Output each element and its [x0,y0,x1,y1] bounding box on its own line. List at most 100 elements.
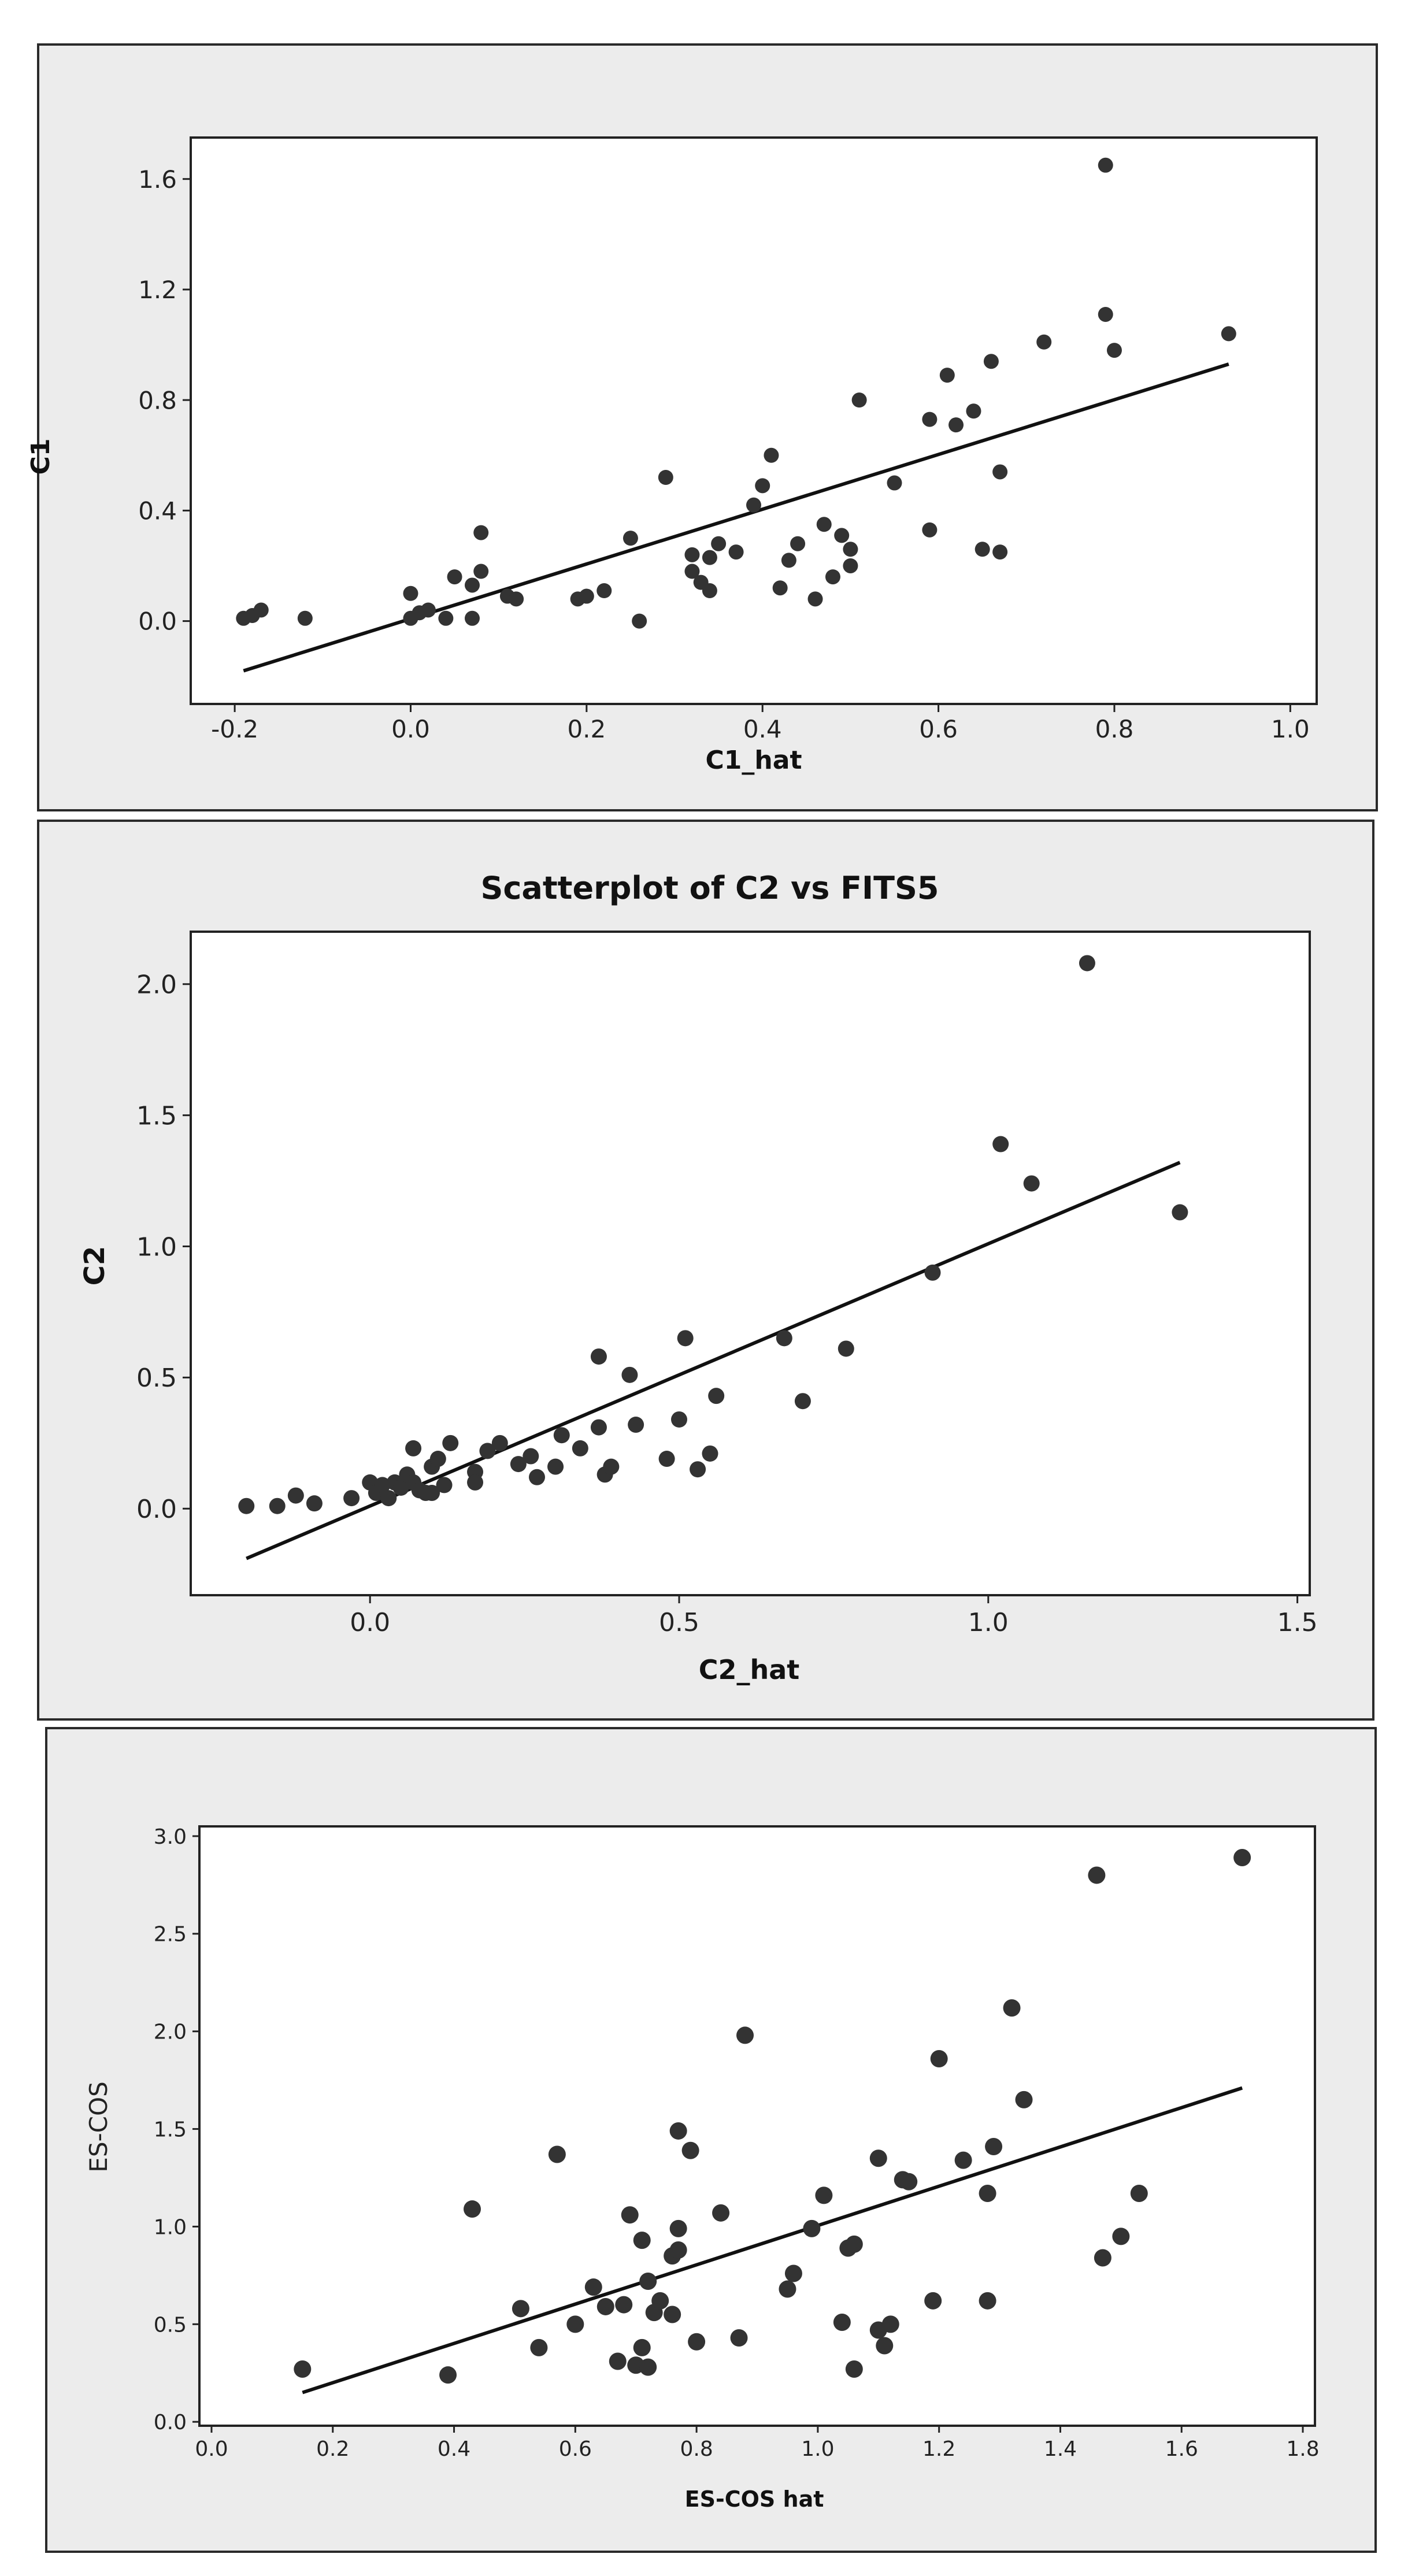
chart-1-point-21 [658,470,673,485]
chart-1-point-36 [816,517,832,532]
chart-1-point-25 [702,583,717,598]
chart-2: Scatterplot of C2 vs FITS5 0.0 0.5 1.0 1.5 … [37,820,1374,1721]
chart-2-point-27 [528,1469,545,1485]
chart-3-point-51 [1088,1866,1106,1884]
chart-3-x-tick-label-4: 0.8 [680,2437,713,2461]
chart-2-point-38 [670,1411,687,1428]
chart-1-point-52 [1036,334,1052,350]
chart-2-point-3 [306,1495,323,1512]
chart-2-point-24 [491,1435,508,1451]
chart-3-y-tick-label-5: 2.5 [154,1923,187,1947]
chart-2-point-45 [838,1340,854,1357]
chart-3-y-ticks: 0.0 0.5 1.0 1.5 2.0 2.5 3.0 [154,1825,199,2434]
chart-1-point-39 [843,542,858,557]
chart-1-point-29 [746,497,761,513]
chart-3-x-tick-label-3: 0.6 [559,2437,592,2461]
chart-2-point-49 [1079,955,1095,972]
chart-2-y-tick-label-1: 0.5 [136,1363,177,1393]
chart-1-point-11 [465,610,480,626]
chart-2-point-20 [442,1435,459,1451]
chart-3-x-tick-label-6: 1.2 [922,2437,955,2461]
chart-3-plot-area [198,1825,1316,2427]
chart-1-x-tick-label-0: -0.2 [211,715,258,743]
chart-3-point-30 [784,2264,802,2282]
chart-2-y-tick-label-3: 1.5 [136,1101,177,1131]
chart-3-point-29 [779,2280,796,2298]
chart-3-point-0 [294,2360,312,2378]
chart-1-point-17 [579,588,594,604]
chart-3-point-8 [596,2297,614,2315]
chart-1-point-18 [596,583,612,598]
chart-1-point-13 [473,525,489,540]
chart-2-x-tick-label-3: 1.5 [1277,1608,1318,1637]
chart-3-point-42 [900,2173,918,2190]
chart-3-fit-line [302,2086,1243,2395]
chart-3-x-tick-label-0: 0.0 [195,2437,228,2461]
chart-2-x-ticks: 0.0 0.5 1.0 1.5 [350,1595,1318,1637]
chart-2-point-17 [424,1485,440,1502]
chart-1-y-tick-label-1: 0.4 [138,496,177,525]
chart-3-y-axis-label: ES-COS [84,2081,113,2172]
chart-3-y-tick-label-3: 1.5 [154,2118,187,2142]
chart-3-point-47 [979,2292,996,2310]
chart-3-y-tick-label-6: 3.0 [154,1825,187,1849]
chart-3-point-2 [464,2200,481,2218]
chart-2-point-41 [702,1445,718,1462]
chart-2-y-tick-label-4: 2.0 [136,970,177,1000]
chart-1-point-9 [447,569,462,585]
chart-2-y-tick-label-0: 0.0 [136,1495,177,1524]
chart-3-x-tick-label-7: 1.4 [1044,2437,1077,2461]
chart-2-point-28 [547,1458,564,1475]
chart-2-point-19 [436,1477,453,1493]
chart-1-y-tick-label-3: 1.2 [138,276,177,304]
chart-2-point-31 [590,1348,607,1365]
chart-2-point-7 [374,1477,391,1493]
chart-2-point-34 [603,1458,620,1475]
chart-3-point-25 [688,2333,706,2351]
chart-1-x-tick-label-6: 1.0 [1271,715,1310,743]
chart-2-point-30 [572,1440,588,1456]
chart-3-point-14 [633,2232,651,2249]
chart-1-point-34 [790,536,806,551]
chart-2-point-13 [405,1440,422,1456]
chart-1-x-ticks: -0.2 0.0 0.2 0.4 0.6 0.8 1.0 [211,704,1310,743]
chart-1-point-8 [438,610,454,626]
chart-1-y-tick-label-4: 1.6 [138,165,177,194]
chart-1-point-44 [922,522,938,538]
chart-1-x-tick-label-3: 0.4 [743,715,782,743]
chart-3-point-26 [712,2204,730,2222]
chart-3-point-55 [1233,1849,1251,1867]
chart-1-x-tick-label-2: 0.2 [567,715,606,743]
chart-2-point-2 [287,1487,304,1504]
chart-2-point-1 [269,1498,286,1514]
chart-3-point-35 [845,2235,863,2253]
chart-2-point-23 [479,1443,496,1459]
chart-3: 0.0 0.2 0.4 0.6 0.8 1.0 1.2 1.4 1.6 1.8 0.0 0.5 1.0… [45,1727,1377,2553]
chart-1-point-26 [702,550,717,565]
chart-1-point-56 [1221,326,1236,342]
chart-1-point-5 [403,585,418,601]
chart-3-point-24 [681,2141,699,2159]
chart-1-point-47 [966,403,981,419]
chart-2-x-axis-label: C2_hat [699,1654,800,1685]
chart-2-point-8 [380,1490,397,1507]
chart-1-point-55 [1106,343,1122,358]
chart-1-point-50 [992,544,1008,560]
chart-3-point-32 [815,2186,833,2204]
chart-3-point-31 [803,2219,821,2237]
chart-2-point-50 [1172,1204,1188,1221]
chart-1-point-38 [834,528,850,543]
chart-1-point-45 [939,368,955,383]
chart-1-point-20 [632,613,647,629]
chart-1-point-54 [1098,306,1113,322]
chart-3-point-48 [985,2137,1003,2155]
chart-3-x-axis-label: ES-COS hat [685,2486,824,2512]
chart-1-point-32 [772,580,788,596]
chart-2-point-44 [794,1393,811,1410]
chart-3-point-44 [930,2049,948,2067]
chart-1-point-33 [781,553,796,568]
chart-3-point-36 [845,2360,863,2378]
chart-3-point-4 [530,2338,548,2356]
chart-1-point-23 [684,547,700,562]
chart-2-title: Scatterplot of C2 vs FITS5 [481,870,939,906]
